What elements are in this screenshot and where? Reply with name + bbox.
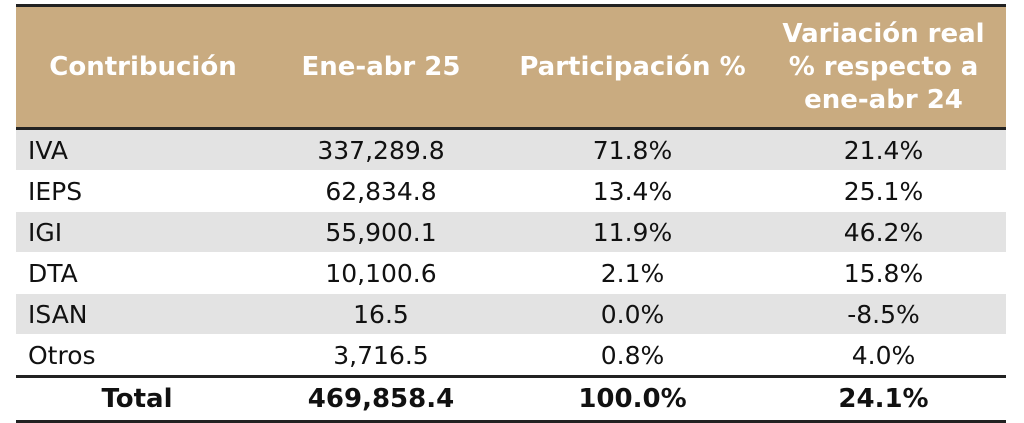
row-real-change: 25.1% bbox=[761, 170, 1006, 212]
table-row: ISAN 16.5 0.0% -8.5% bbox=[16, 293, 1006, 335]
row-share: 2.1% bbox=[504, 252, 761, 294]
row-share: 71.8% bbox=[504, 128, 761, 171]
table-row: DTA 10,100.6 2.1% 15.8% bbox=[16, 252, 1006, 294]
total-amount: 469,858.4 bbox=[258, 375, 504, 423]
row-real-change: 46.2% bbox=[761, 211, 1006, 253]
row-amount: 16.5 bbox=[258, 293, 504, 335]
row-share: 0.8% bbox=[504, 334, 761, 377]
row-amount: 62,834.8 bbox=[258, 170, 504, 212]
row-real-change: 4.0% bbox=[761, 334, 1006, 377]
row-share: 11.9% bbox=[504, 211, 761, 253]
row-label: Otros bbox=[16, 334, 258, 377]
header-variacion-real: Variación real % respecto a ene-abr 24 bbox=[761, 4, 1006, 130]
total-label: Total bbox=[16, 375, 258, 423]
table-header: Contribución Ene-abr 25 Participación % … bbox=[16, 4, 1006, 130]
row-real-change: 21.4% bbox=[761, 128, 1006, 171]
row-real-change: 15.8% bbox=[761, 252, 1006, 294]
header-ene-abr-25: Ene-abr 25 bbox=[258, 4, 504, 130]
header-participacion: Participación % bbox=[504, 4, 761, 130]
table-row: Otros 3,716.5 0.8% 4.0% bbox=[16, 334, 1006, 377]
row-label: DTA bbox=[16, 252, 258, 294]
row-amount: 55,900.1 bbox=[258, 211, 504, 253]
row-label: IGI bbox=[16, 211, 258, 253]
table-footer: Total 469,858.4 100.0% 24.1% bbox=[16, 375, 1006, 423]
row-label: IVA bbox=[16, 128, 258, 171]
row-real-change: -8.5% bbox=[761, 293, 1006, 335]
total-row: Total 469,858.4 100.0% 24.1% bbox=[16, 375, 1006, 423]
table-row: IGI 55,900.1 11.9% 46.2% bbox=[16, 211, 1006, 253]
table-body: IVA 337,289.8 71.8% 21.4% IEPS 62,834.8 … bbox=[16, 128, 1006, 377]
row-amount: 3,716.5 bbox=[258, 334, 504, 377]
contribution-table-container: Contribución Ene-abr 25 Participación % … bbox=[16, 4, 1006, 423]
header-row: Contribución Ene-abr 25 Participación % … bbox=[16, 4, 1006, 130]
row-share: 13.4% bbox=[504, 170, 761, 212]
row-share: 0.0% bbox=[504, 293, 761, 335]
row-label: IEPS bbox=[16, 170, 258, 212]
total-share: 100.0% bbox=[504, 375, 761, 423]
header-contribucion: Contribución bbox=[16, 4, 258, 130]
row-label: ISAN bbox=[16, 293, 258, 335]
row-amount: 337,289.8 bbox=[258, 128, 504, 171]
row-amount: 10,100.6 bbox=[258, 252, 504, 294]
table-row: IVA 337,289.8 71.8% 21.4% bbox=[16, 128, 1006, 171]
table-row: IEPS 62,834.8 13.4% 25.1% bbox=[16, 170, 1006, 212]
total-real-change: 24.1% bbox=[761, 375, 1006, 423]
contribution-table: Contribución Ene-abr 25 Participación % … bbox=[16, 4, 1006, 423]
